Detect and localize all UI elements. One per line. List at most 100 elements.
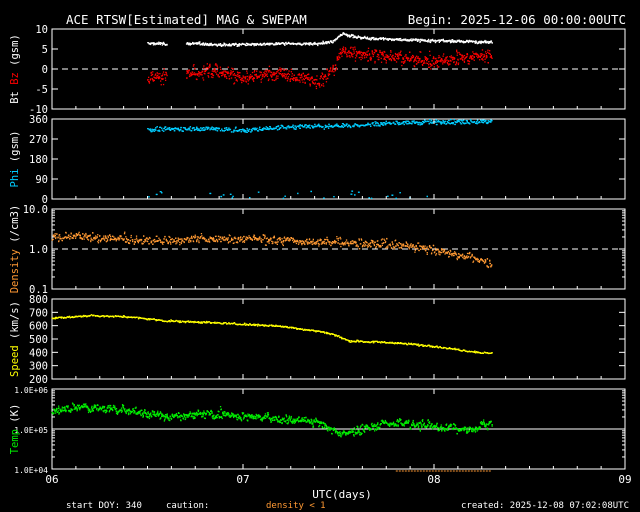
data-point	[236, 80, 238, 82]
data-point	[291, 75, 293, 77]
data-point	[193, 236, 195, 238]
data-point	[420, 122, 423, 124]
data-point	[84, 235, 86, 237]
data-point	[429, 246, 431, 248]
data-point	[230, 73, 232, 75]
data-point	[309, 242, 311, 244]
data-point	[130, 236, 132, 239]
data-point	[212, 44, 214, 46]
data-point	[335, 125, 337, 127]
data-point	[407, 243, 409, 245]
data-point	[391, 241, 393, 243]
data-point	[232, 43, 234, 45]
data-point	[349, 125, 352, 128]
data-point	[233, 43, 235, 45]
data-point	[219, 43, 221, 46]
data-point	[261, 44, 263, 46]
data-point	[276, 325, 278, 327]
data-point	[374, 49, 376, 51]
data-point	[79, 237, 81, 239]
data-point	[166, 240, 168, 242]
data-point	[339, 35, 341, 37]
data-point	[318, 84, 320, 86]
data-point	[402, 58, 405, 60]
data-point	[316, 75, 318, 77]
data-point	[435, 61, 437, 63]
data-point	[259, 43, 261, 45]
data-point	[330, 242, 333, 244]
data-point	[247, 43, 249, 45]
data-point	[300, 240, 302, 242]
data-point	[216, 65, 218, 67]
data-point	[342, 33, 344, 35]
data-point	[364, 57, 366, 59]
data-point	[349, 36, 351, 38]
y-axis-label: Speed (km/s)	[9, 301, 21, 377]
data-point	[387, 195, 389, 197]
data-point	[335, 123, 338, 125]
data-point	[148, 129, 150, 131]
data-point	[149, 42, 151, 44]
data-point	[210, 42, 212, 44]
data-point	[407, 59, 409, 61]
data-point	[282, 325, 284, 327]
data-point	[324, 242, 326, 245]
data-point	[406, 120, 408, 122]
y-axis-label-part: (/cm3)	[9, 205, 21, 249]
data-point	[380, 341, 383, 343]
data-point	[322, 73, 324, 75]
data-point	[476, 55, 478, 57]
data-point	[319, 43, 321, 45]
data-point	[462, 119, 464, 121]
data-point	[198, 43, 200, 45]
data-point	[127, 317, 129, 319]
data-point	[87, 238, 89, 240]
data-point	[205, 320, 207, 323]
data-point	[123, 315, 125, 317]
data-point	[137, 318, 140, 320]
data-point	[196, 42, 198, 44]
data-point	[186, 72, 188, 75]
data-point	[469, 123, 471, 125]
data-point	[213, 322, 215, 324]
data-point	[335, 334, 337, 336]
data-point	[443, 122, 445, 125]
data-point	[322, 41, 324, 43]
data-point	[334, 124, 336, 126]
data-point	[315, 331, 317, 333]
data-point	[357, 35, 359, 37]
data-point	[358, 341, 360, 343]
data-point	[254, 74, 256, 76]
data-point	[490, 56, 493, 58]
data-point	[341, 338, 343, 340]
data-point	[384, 122, 386, 124]
data-point	[224, 322, 226, 324]
data-point	[222, 72, 224, 74]
data-point	[410, 56, 413, 58]
data-point	[318, 243, 320, 245]
data-point	[394, 52, 397, 55]
data-point	[219, 130, 222, 132]
data-point	[272, 128, 274, 130]
data-point	[79, 315, 81, 317]
data-point	[348, 245, 350, 247]
data-point	[323, 76, 325, 78]
data-point	[342, 242, 344, 244]
data-point	[336, 38, 339, 40]
data-point	[245, 80, 247, 82]
data-point	[158, 319, 160, 321]
data-point	[424, 57, 426, 59]
data-point	[370, 38, 373, 40]
data-point	[478, 42, 480, 44]
data-point	[377, 244, 379, 246]
data-point	[271, 43, 273, 45]
data-point	[327, 239, 329, 241]
data-point	[355, 242, 357, 244]
data-point	[170, 241, 172, 244]
data-point	[143, 317, 146, 320]
data-point	[412, 244, 414, 246]
data-point	[352, 34, 354, 36]
data-point	[237, 44, 240, 46]
data-point	[163, 320, 165, 323]
data-point	[443, 41, 445, 43]
